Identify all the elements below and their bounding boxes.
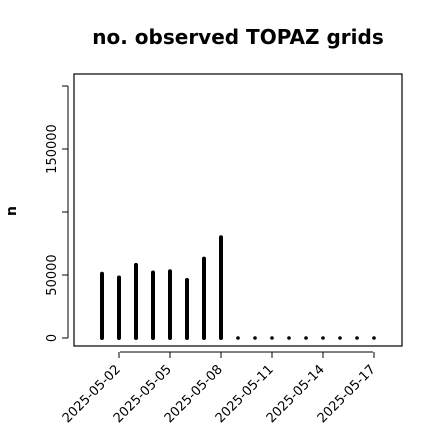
- y-tick-label: 0: [45, 334, 60, 342]
- zero-point: [236, 336, 240, 340]
- y-axis-ticks: 0 50000 150000: [45, 85, 68, 342]
- zero-point: [253, 336, 257, 340]
- bars-group: [100, 235, 376, 340]
- x-axis-ticks: 2025-05-022025-05-052025-05-082025-05-11…: [60, 352, 379, 426]
- y-axis-title: n: [4, 206, 20, 216]
- zero-point: [304, 336, 308, 340]
- y-tick-label: 150000: [45, 124, 60, 174]
- zero-point: [321, 336, 325, 340]
- zero-point: [270, 336, 274, 340]
- zero-point: [287, 336, 291, 340]
- zero-point: [338, 336, 342, 340]
- zero-point: [372, 336, 376, 340]
- y-tick-label: 50000: [45, 254, 60, 295]
- zero-point: [355, 336, 359, 340]
- chart-title: no. observed TOPAZ grids: [92, 25, 383, 49]
- plot-frame: [73, 73, 403, 347]
